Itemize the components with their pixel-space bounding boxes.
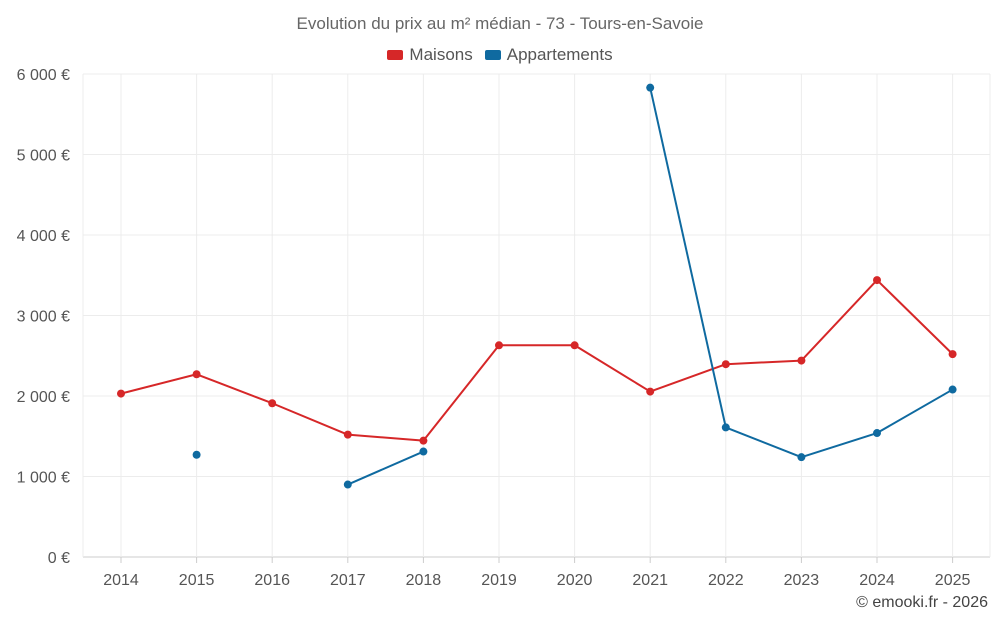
x-tick-label: 2023 bbox=[784, 572, 820, 589]
legend-item-appartements[interactable]: Appartements bbox=[484, 45, 613, 65]
y-tick-label: 2 000 € bbox=[17, 389, 70, 406]
x-tick-label: 2018 bbox=[406, 572, 442, 589]
x-tick-label: 2025 bbox=[935, 572, 971, 589]
chart-title: Evolution du prix au m² médian - 73 - To… bbox=[296, 14, 704, 33]
legend-swatch-appartements bbox=[484, 50, 501, 60]
data-point-appartements bbox=[343, 480, 352, 489]
x-tick-label: 2014 bbox=[103, 572, 139, 589]
y-tick-label: 4 000 € bbox=[17, 228, 70, 245]
legend-label-appartements: Appartements bbox=[506, 45, 613, 64]
x-tick-label: 2015 bbox=[179, 572, 215, 589]
x-tick-label: 2024 bbox=[859, 572, 895, 589]
x-tick-label: 2017 bbox=[330, 572, 366, 589]
y-tick-label: 0 € bbox=[48, 550, 70, 567]
x-tick-label: 2019 bbox=[481, 572, 517, 589]
x-tick-label: 2022 bbox=[708, 572, 744, 589]
x-tick-label: 2016 bbox=[254, 572, 290, 589]
data-point-maisons bbox=[721, 360, 730, 369]
data-point-appartements bbox=[192, 450, 201, 459]
y-tick-label: 5 000 € bbox=[17, 148, 70, 165]
data-point-maisons bbox=[192, 370, 201, 379]
data-point-appartements bbox=[419, 447, 428, 456]
series-line-maisons bbox=[120, 279, 954, 442]
data-point-maisons bbox=[948, 350, 957, 359]
data-point-maisons bbox=[117, 389, 125, 398]
data-point-maisons bbox=[419, 436, 428, 445]
x-tick-label: 2020 bbox=[557, 572, 593, 589]
data-point-maisons bbox=[343, 430, 352, 439]
data-point-maisons bbox=[797, 356, 806, 365]
legend: Maisons Appartements bbox=[0, 45, 1000, 65]
y-tick-label: 3 000 € bbox=[17, 309, 70, 326]
legend-label-maisons: Maisons bbox=[409, 45, 473, 64]
data-point-appartements bbox=[948, 385, 957, 394]
data-point-maisons bbox=[570, 341, 579, 350]
data-point-appartements bbox=[797, 453, 806, 462]
y-tick-label: 6 000 € bbox=[17, 67, 70, 84]
legend-swatch-maisons bbox=[387, 50, 404, 60]
legend-item-maisons[interactable]: Maisons bbox=[387, 45, 473, 65]
data-point-maisons bbox=[646, 387, 655, 396]
series-line-appartements bbox=[347, 450, 424, 486]
data-point-appartements bbox=[873, 429, 881, 438]
data-point-maisons bbox=[268, 399, 277, 408]
data-point-appartements bbox=[646, 83, 655, 92]
data-point-maisons bbox=[873, 276, 881, 285]
x-tick-label: 2021 bbox=[632, 572, 668, 589]
data-point-maisons bbox=[495, 341, 503, 350]
data-point-appartements bbox=[721, 423, 730, 432]
copyright: © emooki.fr - 2026 bbox=[856, 594, 988, 611]
y-tick-label: 1 000 € bbox=[17, 470, 70, 487]
